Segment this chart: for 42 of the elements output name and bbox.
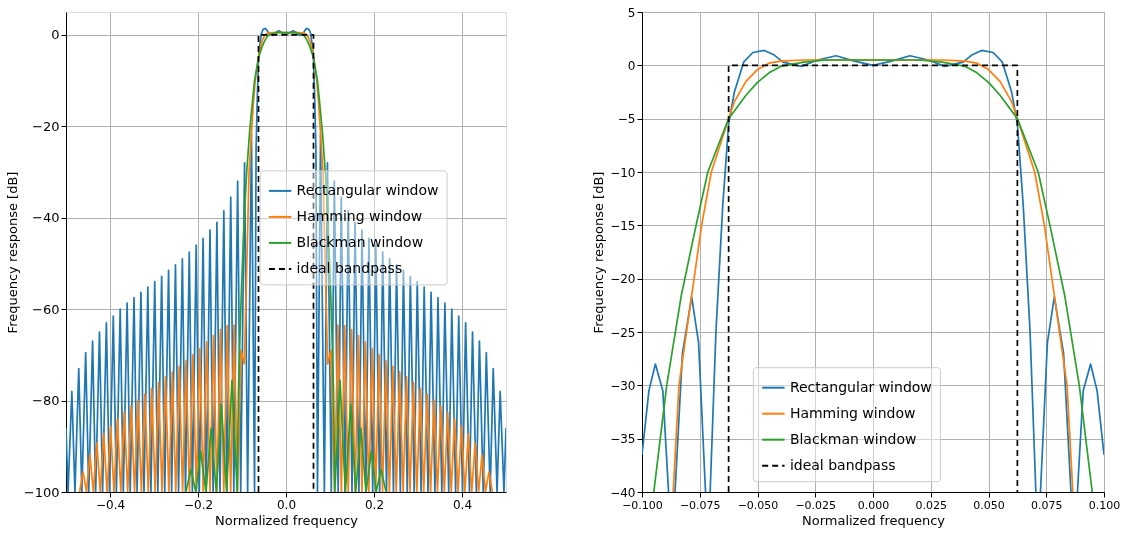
y-tick-label: −20 [32, 118, 60, 134]
legend-label: Hamming window [789, 404, 916, 421]
y-tick-label: −40 [32, 210, 60, 226]
y-tick-label: −35 [610, 432, 636, 447]
y-tick-label: −80 [32, 393, 60, 409]
x-tick-label: 0.050 [973, 498, 1005, 512]
y-axis-title: Frequency response [dB] [591, 171, 607, 334]
legend-label: Hamming window [296, 207, 423, 224]
y-tick-label: −60 [32, 301, 60, 317]
y-tick-label: −5 [617, 112, 636, 127]
legend-label: Rectangular window [789, 378, 932, 395]
legend-label: Rectangular window [296, 181, 439, 198]
x-tick-label: 0.000 [857, 498, 890, 512]
x-tick-label: 0.4 [452, 497, 473, 512]
legend-label: Blackman window [789, 430, 917, 447]
x-tick-label: 0.075 [1031, 498, 1063, 512]
y-tick-label: 0 [627, 58, 636, 73]
y-tick-label: −100 [23, 484, 60, 500]
y-tick-label: −20 [610, 272, 636, 287]
x-tick-label: −0.2 [183, 497, 214, 512]
x-tick-label: −0.100 [622, 498, 663, 512]
y-tick-label: −25 [610, 325, 636, 340]
y-axis-title: Frequency response [dB] [4, 171, 20, 334]
x-tick-label: 0.2 [364, 497, 385, 512]
y-tick-label: −15 [610, 218, 636, 233]
x-tick-label: −0.4 [95, 497, 126, 512]
y-tick-label: 5 [627, 5, 636, 20]
legend-label: ideal bandpass [789, 456, 896, 473]
x-tick-label: 0.100 [1088, 498, 1121, 512]
x-tick-label: −0.050 [737, 498, 779, 512]
y-tick-label: −40 [610, 485, 636, 500]
y-tick-label: 0 [51, 27, 60, 43]
y-tick-label: −30 [610, 378, 636, 393]
legend-label: Blackman window [296, 233, 424, 250]
x-tick-label: 0.0 [276, 497, 297, 512]
x-tick-label: −0.075 [679, 498, 721, 512]
x-tick-label: −0.025 [795, 498, 837, 512]
x-axis-title: Normalized frequency [801, 512, 946, 528]
legend-label: ideal bandpass [296, 259, 403, 276]
y-tick-label: −10 [610, 165, 636, 180]
x-axis-title: Normalized frequency [214, 512, 359, 528]
x-tick-label: 0.025 [915, 498, 947, 512]
